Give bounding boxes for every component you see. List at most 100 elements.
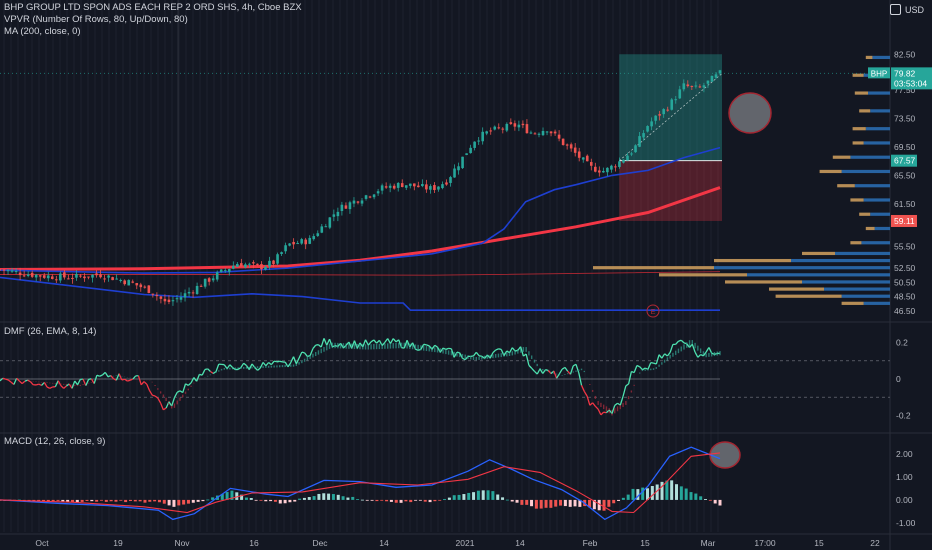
dmf-line-segment: [658, 354, 663, 359]
dmf-line-segment: [434, 344, 438, 348]
candle-body: [264, 266, 267, 270]
dmf-line-segment: [539, 368, 544, 374]
macd-histogram-bar: [269, 499, 273, 502]
candle-body: [433, 185, 436, 191]
volume-profile-up-bar: [850, 155, 890, 159]
volume-profile-down-bar: [852, 141, 864, 145]
dmf-line-segment: [475, 351, 480, 357]
time-axis-tick: Oct: [35, 538, 49, 548]
price-axis-tick: 52.50: [894, 263, 916, 273]
dmf-line-segment: [127, 379, 131, 382]
volume-profile-up-bar: [870, 212, 890, 216]
dmf-line-segment: [675, 340, 679, 345]
macd-histogram-bar: [660, 481, 664, 500]
dmf-line-segment: [243, 362, 247, 367]
candle-body: [312, 236, 316, 240]
annotation-ellipse: [728, 92, 772, 134]
dmf-line-segment: [187, 382, 192, 386]
macd-histogram-bar: [578, 499, 582, 507]
price-axis-tick: 61.50: [894, 199, 916, 209]
candle-body: [396, 182, 400, 188]
macd-histogram-bar: [544, 499, 548, 508]
macd-histogram-bar: [201, 499, 205, 502]
macd-histogram-bar: [191, 499, 195, 503]
dmf-line-segment: [619, 396, 624, 406]
dmf-line-segment: [600, 411, 605, 416]
dmf-line-segment: [240, 362, 245, 368]
dmf-line-segment: [387, 338, 392, 344]
candle-body: [91, 274, 94, 278]
stop-price-label: 59.11: [894, 216, 915, 226]
dmf-line-segment: [287, 362, 292, 368]
dmf-line-segment: [248, 363, 253, 370]
candle-body: [630, 153, 633, 155]
dmf-line-segment: [140, 381, 145, 386]
dmf-line-segment: [16, 377, 20, 382]
candle-body: [553, 131, 557, 134]
candle-body: [155, 294, 159, 297]
macd-histogram-bar: [356, 499, 360, 500]
candle-body: [642, 133, 645, 138]
macd-histogram-bar: [61, 499, 65, 502]
macd-histogram-bar: [457, 494, 461, 500]
dmf-line-segment: [642, 367, 646, 371]
currency-selector[interactable]: USD: [889, 4, 924, 15]
macd-histogram-bar: [109, 499, 113, 502]
candle-body: [26, 274, 30, 276]
macd-histogram-bar: [119, 499, 123, 501]
dmf-line-segment: [265, 362, 270, 367]
signal-line: [0, 452, 721, 514]
dmf-line-segment: [21, 380, 26, 385]
price-axis-tick: 69.50: [894, 142, 916, 152]
candle-body: [10, 270, 14, 272]
macd-histogram-bar: [452, 495, 456, 500]
macd-histogram-bar: [351, 496, 355, 500]
candle-body: [2, 269, 6, 271]
dmf-line-segment: [625, 383, 629, 387]
dmf-line-segment: [389, 338, 394, 344]
dmf-line-segment: [633, 365, 638, 373]
dmf-line-segment: [592, 402, 596, 407]
macd-histogram-bar: [360, 499, 364, 501]
candle-body: [513, 123, 517, 127]
macd-histogram-bar: [510, 499, 514, 502]
macd-histogram-bar: [626, 494, 630, 500]
dmf-line-segment: [279, 360, 283, 363]
macd-histogram-bar: [327, 493, 331, 500]
dmf-line-segment: [185, 383, 189, 386]
macd-histogram-bar: [283, 499, 287, 504]
candle-body: [14, 270, 18, 272]
dmf-line-segment: [356, 342, 361, 349]
dmf-line-segment: [686, 343, 691, 348]
macd-histogram-bar: [99, 499, 103, 501]
candle-body: [195, 285, 199, 294]
dmf-line-segment: [702, 351, 707, 357]
macd-histogram-bar: [467, 492, 471, 500]
candle-body: [634, 145, 637, 153]
macd-histogram-bar: [650, 486, 654, 500]
macd-histogram-bar: [346, 497, 350, 500]
dmf-line-segment: [666, 352, 671, 357]
dmf-line-segment: [661, 353, 666, 359]
candle-body: [429, 186, 432, 190]
candle-body: [99, 274, 102, 278]
dmf-line-segment: [323, 338, 328, 346]
candle-body: [223, 270, 227, 272]
candle-body: [211, 278, 215, 281]
dmf-line-segment: [362, 339, 367, 348]
candle-body: [199, 285, 203, 287]
dmf-line-segment: [268, 361, 272, 366]
macd-histogram-bar: [414, 499, 418, 501]
candle-body: [59, 273, 62, 281]
candle-body: [231, 265, 235, 269]
volume-profile-up-bar: [863, 141, 890, 145]
dmf-line-segment: [68, 383, 73, 389]
dmf-line-segment: [301, 351, 305, 354]
candle-body: [240, 263, 243, 267]
candle-body: [388, 185, 392, 188]
dmf-line-segment: [351, 340, 356, 349]
candle-body: [441, 184, 444, 189]
dmf-line-segment: [254, 367, 259, 371]
candle-body: [191, 292, 195, 294]
